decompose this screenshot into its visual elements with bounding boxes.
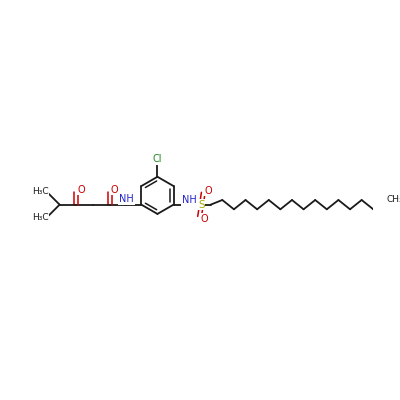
- Text: S: S: [198, 200, 205, 210]
- Text: O: O: [200, 214, 208, 224]
- Text: H₃C: H₃C: [32, 187, 48, 196]
- Text: NH: NH: [119, 194, 134, 204]
- Text: H₃C: H₃C: [32, 213, 48, 222]
- Text: Cl: Cl: [153, 154, 162, 164]
- Text: CH₃: CH₃: [387, 196, 400, 204]
- Text: NH: NH: [182, 195, 197, 205]
- Text: O: O: [111, 185, 118, 195]
- Text: O: O: [77, 185, 85, 195]
- Text: O: O: [204, 186, 212, 196]
